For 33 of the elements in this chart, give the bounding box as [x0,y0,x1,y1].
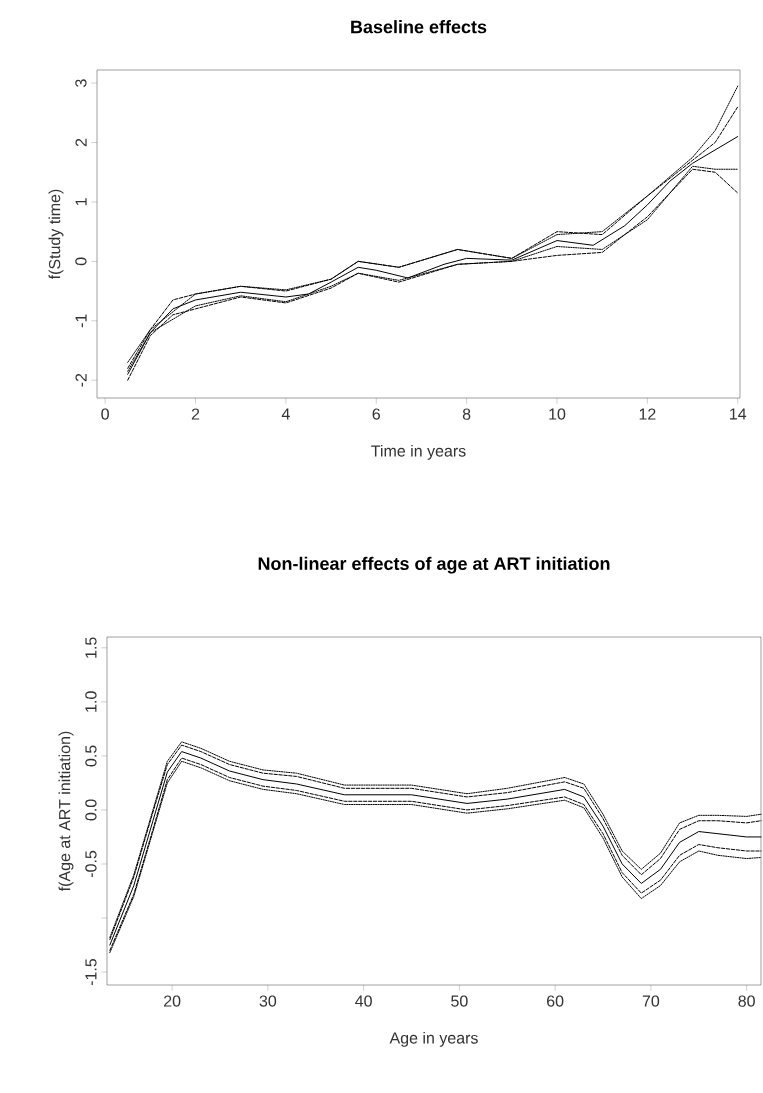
x-tick-label: 60 [547,995,564,1007]
y-tick-label: 0.5 [85,745,97,767]
x-tick-label: 12 [639,408,656,420]
y-tick-label: -2 [75,373,87,387]
x-axis-title: Time in years [371,444,466,460]
y-tick-label: -1 [75,314,87,328]
x-tick-label: 20 [164,995,181,1007]
x-tick-label: 40 [355,995,372,1007]
x-tick-label: 80 [738,995,755,1007]
x-tick-label: 6 [372,408,380,420]
x-tick-label: 0 [101,408,109,420]
y-tick-label: 3 [75,79,87,87]
y-tick-label: 1 [75,198,87,206]
y-tick-label: 1.5 [85,637,97,658]
y-tick-label: 1.0 [85,691,97,712]
x-tick-label: 30 [259,995,277,1007]
y-axis-title: f(Study time) [48,189,64,280]
y-tick-label: 2 [75,138,87,147]
y-axis-title: f(Age at ART initiation) [58,731,74,892]
y-tick-label: 0.0 [85,799,97,821]
x-tick-label: 4 [281,408,290,420]
chart-title: Baseline effects [351,20,487,34]
y-tick-label: -0.5 [85,850,97,878]
x-tick-label: 10 [549,408,566,420]
x-tick-label: 2 [191,408,200,420]
x-tick-label: 14 [730,408,747,420]
x-tick-label: 70 [642,995,660,1007]
y-tick-label: -1.5 [85,958,97,986]
x-tick-label: 8 [462,408,471,420]
x-tick-label: 50 [451,995,468,1007]
x-axis-title: Age in years [389,1031,478,1047]
chart-title: Non-linear effects of age at ART initiation [258,556,610,574]
y-tick-label: 0 [75,257,87,266]
